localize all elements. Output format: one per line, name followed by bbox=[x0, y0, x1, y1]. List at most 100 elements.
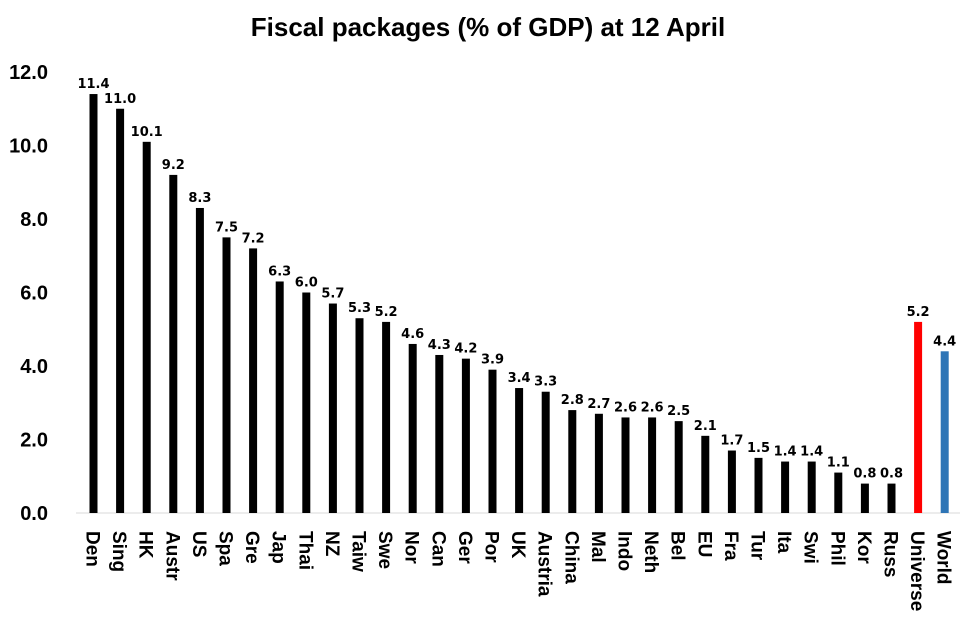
x-tick-label: Sing bbox=[108, 531, 129, 572]
x-tick-label: Ger bbox=[454, 531, 475, 564]
data-label: 1.5 bbox=[747, 441, 770, 456]
data-label: 1.4 bbox=[774, 445, 797, 460]
x-tick-label: Universe bbox=[906, 531, 927, 611]
bar-hk bbox=[142, 141, 151, 513]
data-label: 4.2 bbox=[454, 342, 477, 357]
data-label: 5.2 bbox=[375, 305, 398, 320]
data-label: 2.5 bbox=[667, 404, 690, 419]
x-tick-label: Phil bbox=[826, 531, 847, 566]
bar-indo bbox=[621, 417, 630, 513]
x-tick-label: HK bbox=[135, 531, 156, 559]
data-label: 3.3 bbox=[534, 375, 557, 390]
data-label: 6.0 bbox=[295, 276, 318, 291]
bar-ger bbox=[461, 358, 470, 513]
bar-neth bbox=[648, 417, 657, 513]
bar-russ bbox=[887, 483, 896, 513]
bar-nor bbox=[408, 343, 417, 513]
data-label: 5.7 bbox=[321, 287, 344, 302]
x-tick-label: Den bbox=[82, 531, 103, 567]
data-label: 5.3 bbox=[348, 301, 371, 316]
y-tick-label: 12.0 bbox=[9, 62, 48, 84]
bar-ita bbox=[781, 461, 790, 513]
data-label: 7.2 bbox=[242, 231, 265, 246]
y-tick-label: 0.0 bbox=[20, 503, 48, 525]
data-label: 4.4 bbox=[933, 334, 956, 349]
x-tick-label: Can bbox=[427, 531, 448, 567]
bar-mal bbox=[594, 413, 603, 513]
x-tick-label: Nor bbox=[401, 531, 422, 564]
bar-den bbox=[89, 94, 98, 514]
bar-swi bbox=[807, 461, 816, 513]
x-tick-label: Indo bbox=[614, 531, 635, 571]
bar-china bbox=[568, 410, 577, 513]
x-tick-label: Russ bbox=[880, 531, 901, 577]
bar-thai bbox=[302, 292, 311, 513]
data-label: 2.6 bbox=[614, 400, 637, 415]
bar-world bbox=[940, 351, 949, 513]
x-tick-label: Jap bbox=[268, 531, 289, 564]
x-tick-label: Swe bbox=[374, 531, 395, 569]
bar-swe bbox=[382, 321, 391, 513]
data-label: 0.8 bbox=[853, 467, 876, 482]
data-label: 6.3 bbox=[268, 264, 291, 279]
bar-kor bbox=[860, 483, 869, 513]
bar-spa bbox=[222, 237, 231, 513]
x-tick-label: NZ bbox=[321, 531, 342, 557]
x-tick-label: China bbox=[560, 531, 581, 584]
bar-tur bbox=[754, 457, 763, 513]
bar-bel bbox=[674, 421, 683, 513]
bar-us bbox=[195, 207, 204, 513]
y-tick-label: 2.0 bbox=[20, 430, 48, 452]
x-tick-label: Kor bbox=[853, 531, 874, 564]
x-tick-label: Fra bbox=[720, 531, 741, 561]
data-label: 11.0 bbox=[104, 92, 136, 107]
data-label: 1.1 bbox=[827, 456, 850, 471]
bar-eu bbox=[701, 435, 710, 513]
data-label: 4.3 bbox=[428, 338, 451, 353]
data-label: 3.9 bbox=[481, 353, 504, 368]
x-tick-label: Tur bbox=[747, 531, 768, 561]
x-tick-label: Gre bbox=[241, 531, 262, 564]
y-tick-label: 4.0 bbox=[20, 356, 48, 378]
bar-austria bbox=[541, 391, 550, 513]
bar-austr bbox=[169, 174, 178, 513]
x-tick-label: Mal bbox=[587, 531, 608, 563]
x-tick-label: UK bbox=[507, 531, 528, 559]
x-tick-label: US bbox=[188, 531, 209, 557]
data-label: 9.2 bbox=[162, 158, 185, 173]
x-tick-label: Swi bbox=[800, 531, 821, 564]
data-label: 5.2 bbox=[907, 305, 930, 320]
y-tick-label: 8.0 bbox=[20, 209, 48, 231]
bar-fra bbox=[727, 450, 736, 513]
bar-uk bbox=[515, 388, 524, 513]
x-tick-label: Austr bbox=[161, 531, 182, 581]
x-tick-label: Spa bbox=[215, 531, 236, 566]
data-label: 3.4 bbox=[508, 371, 531, 386]
data-label: 4.6 bbox=[401, 327, 424, 342]
x-tick-label: EU bbox=[693, 531, 714, 557]
data-label: 2.8 bbox=[561, 393, 584, 408]
chart-title: Fiscal packages (% of GDP) at 12 April bbox=[250, 12, 726, 42]
x-tick-label: Ita bbox=[773, 531, 794, 554]
x-tick-label: Taiw bbox=[348, 531, 369, 572]
bar-jap bbox=[275, 281, 284, 513]
bar-sing bbox=[116, 108, 125, 513]
x-tick-label: Por bbox=[481, 531, 502, 563]
data-label: 7.5 bbox=[215, 220, 238, 235]
y-tick-label: 6.0 bbox=[20, 283, 48, 305]
x-tick-label: Bel bbox=[667, 531, 688, 561]
data-label: 10.1 bbox=[131, 125, 163, 140]
bar-phil bbox=[834, 472, 843, 513]
data-label: 2.6 bbox=[641, 400, 664, 415]
x-tick-label: Austria bbox=[534, 531, 555, 597]
bar-por bbox=[488, 369, 497, 513]
data-label: 1.7 bbox=[720, 434, 743, 449]
data-label: 1.4 bbox=[800, 445, 823, 460]
bar-nz bbox=[328, 303, 337, 513]
x-tick-label: World bbox=[933, 531, 954, 584]
x-tick-label: Neth bbox=[640, 531, 661, 573]
bar-taiw bbox=[355, 318, 364, 513]
bar-can bbox=[435, 354, 444, 513]
data-label: 11.4 bbox=[77, 77, 109, 92]
